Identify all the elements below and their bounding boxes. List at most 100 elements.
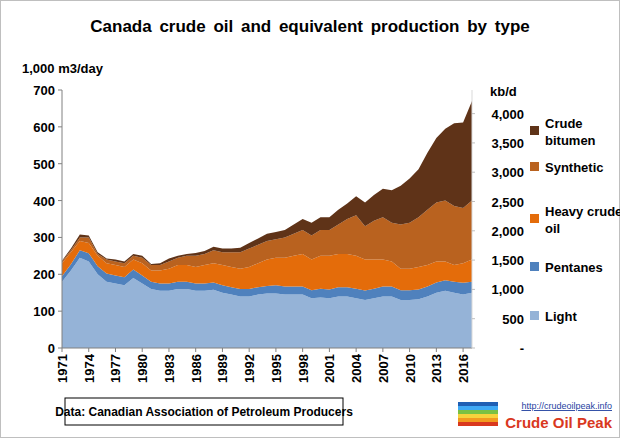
x-tick xyxy=(249,348,250,352)
legend-line: Crude xyxy=(545,116,583,131)
legend-label: Heavy crude oil xyxy=(545,204,620,236)
logo-stripe xyxy=(458,402,498,406)
y2-tick xyxy=(472,260,475,261)
logo-stripe xyxy=(458,418,498,422)
x-tick-label: 1992 xyxy=(242,354,257,383)
logo-name: Crude Oil Peak xyxy=(505,414,612,431)
legend-line: oil xyxy=(545,221,560,236)
logo-stripe xyxy=(458,422,498,426)
y2-tick xyxy=(472,142,475,143)
y-tick-label: 400 xyxy=(33,194,55,209)
x-tick xyxy=(436,348,437,352)
legend-line: bitumen xyxy=(545,133,596,148)
y2-tick xyxy=(472,230,475,231)
x-tick xyxy=(409,348,410,352)
x-tick xyxy=(463,348,464,352)
area xyxy=(62,101,472,265)
y-tick-label: 0 xyxy=(48,341,55,356)
legend-swatch xyxy=(530,126,539,135)
x-tick-label: 2013 xyxy=(429,354,444,383)
y2-axis-label: kb/d xyxy=(490,84,517,99)
x-tick xyxy=(195,348,196,352)
legend-swatch xyxy=(530,214,539,223)
x-tick xyxy=(115,348,116,352)
y-tick xyxy=(58,163,62,164)
x-tick-label: 1980 xyxy=(135,354,150,383)
x-tick-label: 1977 xyxy=(108,354,123,383)
chart-border xyxy=(1,1,620,438)
x-tick-label: 1974 xyxy=(82,353,97,383)
x-tick xyxy=(62,348,63,352)
x-tick xyxy=(88,348,89,352)
y2-axis-line xyxy=(472,90,473,348)
y-tick-label: 500 xyxy=(33,157,55,172)
y-tick-label: 600 xyxy=(33,120,55,135)
x-axis-line xyxy=(62,348,472,349)
x-tick-label: 2004 xyxy=(349,353,364,383)
y2-tick-label: - xyxy=(520,341,524,356)
x-tick xyxy=(382,348,383,352)
legend-swatch xyxy=(530,162,539,171)
y-tick-label: 700 xyxy=(33,83,55,98)
y2-tick xyxy=(472,172,475,173)
y2-tick-label: 1,500 xyxy=(491,253,524,268)
y-axis-label: 1,000 m3/day xyxy=(22,61,104,76)
x-tick xyxy=(275,348,276,352)
x-tick xyxy=(142,348,143,352)
logo: http://crudeoilpeak.infoCrude Oil Peak xyxy=(458,401,613,431)
logo-stripe xyxy=(458,410,498,414)
y-tick xyxy=(58,237,62,238)
legend-label: Pentanes xyxy=(545,260,603,275)
y-tick xyxy=(58,90,62,91)
y2-tick xyxy=(472,201,475,202)
x-tick-label: 1989 xyxy=(215,354,230,383)
y2-tick xyxy=(472,348,475,349)
y-tick xyxy=(58,274,62,275)
x-tick xyxy=(329,348,330,352)
logo-stripe xyxy=(458,406,498,410)
x-tick xyxy=(356,348,357,352)
legend-swatch xyxy=(530,311,539,320)
legend-swatch xyxy=(530,262,539,271)
legend-line: Synthetic xyxy=(545,160,604,175)
y-tick xyxy=(58,200,62,201)
chart: Canada crude oil and equivalent producti… xyxy=(0,0,620,438)
y-tick-label: 200 xyxy=(33,267,55,282)
x-tick-label: 1995 xyxy=(269,354,284,383)
x-tick xyxy=(222,348,223,352)
y2-tick-label: 500 xyxy=(502,312,524,327)
y-tick xyxy=(58,126,62,127)
legend-label: Crude bitumen xyxy=(545,116,596,148)
x-tick-label: 1986 xyxy=(189,354,204,383)
x-tick-label: 2001 xyxy=(322,354,337,383)
y2-tick-label: 3,000 xyxy=(491,165,524,180)
x-tick-label: 1998 xyxy=(296,354,311,383)
areas xyxy=(62,101,472,348)
y2-tick-label: 1,000 xyxy=(491,282,524,297)
legend-label: Light xyxy=(545,309,577,324)
y-axis-line xyxy=(62,90,63,348)
y2-tick-label: 4,000 xyxy=(491,107,524,122)
y2-tick-label: 3,500 xyxy=(491,136,524,151)
x-tick-label: 2007 xyxy=(376,354,391,383)
y-tick-label: 300 xyxy=(33,230,55,245)
legend-line: Heavy crude xyxy=(545,204,620,219)
legend-line: Light xyxy=(545,309,577,324)
x-tick-label: 2010 xyxy=(403,354,418,383)
y2-tick xyxy=(472,113,475,114)
y2-tick xyxy=(472,318,475,319)
x-tick-label: 1971 xyxy=(55,354,70,383)
source: Data: Canadian Association of Petroleum … xyxy=(55,405,353,419)
y-tick-label: 100 xyxy=(33,304,55,319)
legend-line: Pentanes xyxy=(545,260,603,275)
x-tick-label: 2016 xyxy=(456,354,471,383)
y2-tick xyxy=(472,289,475,290)
y-tick xyxy=(58,311,62,312)
title: Canada crude oil and equivalent producti… xyxy=(90,17,529,36)
y2-tick-label: 2,500 xyxy=(491,195,524,210)
logo-stripe xyxy=(458,414,498,418)
x-tick xyxy=(168,348,169,352)
legend-label: Synthetic xyxy=(545,160,604,175)
x-tick xyxy=(302,348,303,352)
y2-tick-label: 2,000 xyxy=(491,224,524,239)
